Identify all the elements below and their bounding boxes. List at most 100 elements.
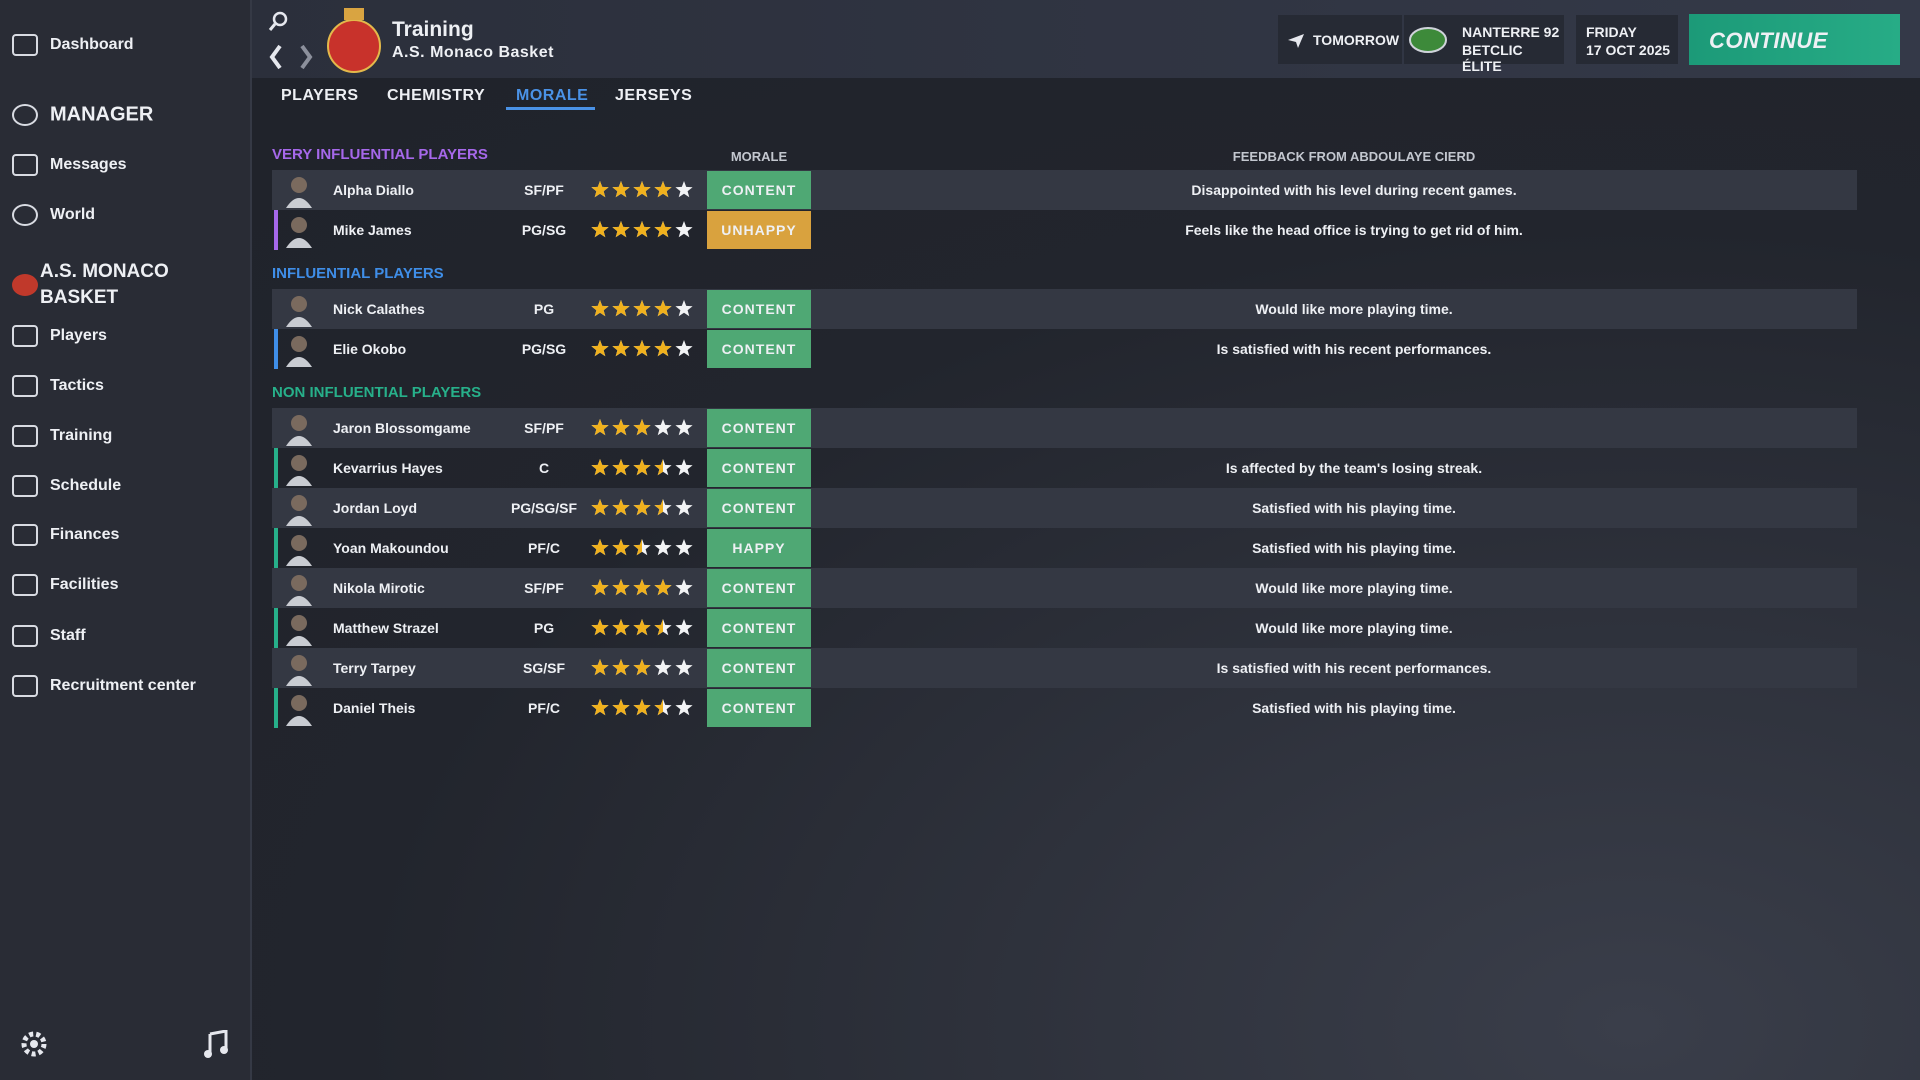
player-row[interactable]: Matthew Strazel PG CONTENT Would like more … — [272, 608, 1857, 648]
star-filled — [612, 459, 630, 476]
icon — [12, 325, 38, 347]
nav-item[interactable]: Messages — [50, 156, 127, 173]
star-empty — [675, 499, 693, 516]
nav-item[interactable]: Finances — [50, 526, 120, 543]
nav-item[interactable]: Facilities — [50, 576, 119, 593]
player-avatar — [286, 615, 312, 646]
tab-active[interactable]: MORALE — [516, 87, 589, 104]
morale-badge: CONTENT — [707, 609, 811, 647]
continue-label[interactable]: CONTINUE — [1709, 28, 1828, 53]
star-rating — [591, 459, 693, 476]
player-avatar — [286, 575, 312, 606]
player-row[interactable]: Alpha Diallo SF/PF CONTENT Disappointed wit… — [272, 170, 1857, 210]
nav-item[interactable]: World — [50, 206, 96, 223]
player-position: C — [538, 460, 550, 476]
morale-badge: CONTENT — [707, 569, 811, 607]
star-filled — [633, 221, 651, 238]
star-filled — [654, 459, 663, 476]
nav-heading[interactable]: MANAGER — [50, 103, 154, 126]
star-filled — [612, 659, 630, 676]
morale-badge: UNHAPPY — [707, 211, 811, 249]
avatar-body — [286, 198, 312, 208]
star-filled — [591, 659, 609, 676]
star-filled — [612, 300, 630, 317]
player-row[interactable]: Jaron Blossomgame SF/PF CONTENT — [272, 408, 1857, 448]
nav-item[interactable]: Recruitment center — [50, 677, 196, 694]
avatar-body — [286, 476, 312, 486]
tab[interactable]: PLAYERS — [281, 87, 359, 104]
avatar-body — [286, 238, 312, 248]
music-button[interactable] — [204, 1030, 230, 1058]
star-rating — [591, 619, 693, 636]
player-row[interactable]: Nikola Mirotic SF/PF CONTENT Would like mor… — [272, 568, 1857, 608]
player-position: PG — [533, 301, 555, 317]
icon — [12, 104, 38, 126]
player-row[interactable]: Terry Tarpey SG/SF CONTENT Is satisfied wit… — [272, 648, 1857, 688]
player-name: Alpha Diallo — [333, 182, 414, 198]
star-empty — [654, 659, 672, 676]
tab[interactable]: CHEMISTRY — [387, 87, 486, 104]
star-rating — [591, 300, 693, 317]
nav-controls — [268, 11, 313, 70]
avatar-body — [286, 317, 312, 327]
player-row[interactable]: Elie Okobo PG/SG CONTENT Is satisfied with … — [272, 329, 1857, 369]
player-row[interactable]: Yoan Makoundou PF/C HAPPY Satisfied with hi… — [272, 528, 1857, 568]
star-rating — [591, 221, 693, 238]
player-row[interactable]: Mike James PG/SG UNHAPPY Feels like the hea… — [272, 210, 1857, 250]
continue-button[interactable]: CONTINUE — [1689, 14, 1900, 65]
nav-item[interactable]: Tactics — [50, 377, 104, 394]
feedback: Feels like the head office is trying to … — [1185, 222, 1523, 238]
star-empty — [654, 419, 672, 436]
morale-badge: CONTENT — [707, 330, 811, 368]
star-filled — [591, 181, 609, 198]
nav-item[interactable]: Players — [50, 327, 107, 344]
player-position: PG/SG/SF — [510, 500, 578, 516]
section-title: NON INFLUENTIAL PLAYERS — [272, 384, 482, 401]
avatar-body — [286, 716, 312, 726]
star-filled — [633, 619, 651, 636]
nav-item[interactable]: Staff — [50, 627, 86, 644]
player-avatar — [286, 455, 312, 486]
avatar-body — [286, 516, 312, 526]
player-position: SF/PF — [524, 420, 564, 436]
settings-button[interactable] — [20, 1030, 48, 1058]
star-rating — [591, 419, 693, 436]
avatar-head — [291, 217, 307, 233]
player-name: Matthew Strazel — [333, 620, 439, 636]
player-avatar — [286, 296, 312, 327]
avatar-body — [286, 357, 312, 367]
player-row[interactable]: Nick Calathes PG CONTENT Would like more pl… — [272, 289, 1857, 329]
star-filled — [591, 619, 609, 636]
player-avatar — [286, 177, 312, 208]
nav-item[interactable]: Training — [50, 427, 113, 444]
date: 17 OCT 2025 — [1586, 42, 1671, 58]
star-filled — [612, 539, 630, 556]
player-name: Jaron Blossomgame — [333, 420, 471, 436]
star-rating — [591, 659, 693, 676]
opponent-logo — [1409, 27, 1447, 53]
player-row[interactable]: Jordan Loyd PG/SG/SF CONTENT Satisfied with… — [272, 488, 1857, 528]
opponent-league: BETCLIC ÉLITE — [1462, 42, 1523, 74]
avatar-head — [291, 296, 307, 312]
player-position: PF/C — [528, 700, 560, 716]
opponent-box: NANTERRE 92 BETCLIC ÉLITE — [1404, 15, 1564, 74]
avatar-head — [291, 415, 307, 431]
tab[interactable]: JERSEYS — [615, 87, 693, 104]
morale-badge: CONTENT — [707, 171, 811, 209]
player-avatar — [286, 217, 312, 248]
star-empty — [675, 221, 693, 238]
icon — [12, 154, 38, 176]
nav-item[interactable]: Schedule — [50, 477, 122, 494]
avatar-body — [286, 436, 312, 446]
nav-item[interactable]: Dashboard — [50, 36, 134, 53]
nav-heading[interactable]: A.S. MONACO BASKET — [40, 261, 169, 308]
player-position: SF/PF — [524, 580, 564, 596]
player-row[interactable]: Kevarrius Hayes C CONTENT Is affected by th… — [272, 448, 1857, 488]
star-filled — [654, 699, 663, 716]
player-name: Terry Tarpey — [333, 660, 416, 676]
avatar-body — [286, 596, 312, 606]
player-row[interactable]: Daniel Theis PF/C CONTENT Satisfied with hi… — [272, 688, 1857, 728]
star-filled — [633, 419, 651, 436]
star-empty — [675, 619, 693, 636]
player-name: Mike James — [333, 222, 412, 238]
